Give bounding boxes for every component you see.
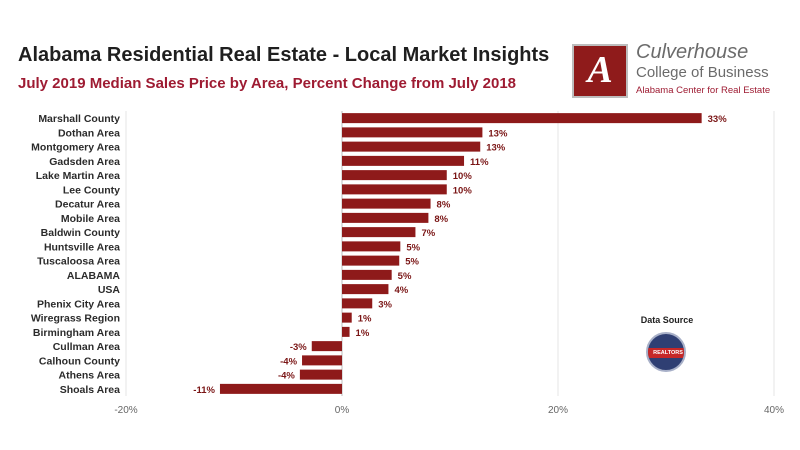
category-label: Phenix City Area — [37, 298, 120, 310]
data-label: 7% — [421, 228, 435, 239]
bar — [342, 269, 392, 280]
category-label: Gadsden Area — [49, 156, 120, 168]
bar — [342, 312, 352, 323]
bar — [219, 383, 342, 394]
realtors-seal-text: REALTORS — [648, 348, 684, 358]
bar — [342, 113, 702, 124]
category-label: Decatur Area — [55, 199, 120, 211]
category-label: Wiregrass Region — [31, 313, 120, 325]
bar — [311, 341, 342, 352]
category-label: Dothan Area — [58, 127, 120, 139]
chart-subtitle: July 2019 Median Sales Price by Area, Pe… — [18, 75, 517, 92]
bar — [342, 255, 400, 266]
data-label: 8% — [437, 200, 451, 211]
data-source-label: Data Source — [640, 315, 694, 325]
x-tick-label: 40% — [764, 405, 784, 416]
data-label: -4% — [278, 371, 295, 382]
category-label: Huntsville Area — [44, 241, 120, 253]
category-label: Calhoun County — [39, 355, 120, 367]
bar — [342, 298, 373, 309]
category-label: Athens Area — [59, 370, 121, 382]
category-label: Shoals Area — [60, 384, 120, 396]
bar — [342, 141, 481, 152]
x-tick-label: 0% — [335, 405, 350, 416]
data-label: 3% — [378, 299, 392, 310]
category-label: Lee County — [63, 184, 120, 196]
category-label: Montgomery Area — [31, 142, 120, 154]
data-label: 13% — [486, 143, 506, 154]
bar — [342, 127, 483, 138]
data-label: 33% — [708, 114, 728, 125]
data-label: -4% — [280, 356, 297, 367]
data-label: 1% — [356, 328, 370, 339]
category-label: Marshall County — [38, 113, 120, 125]
bar — [302, 355, 342, 366]
data-label: 5% — [406, 242, 420, 253]
category-label: USA — [98, 284, 121, 296]
bar — [299, 369, 342, 380]
logo-college-name: Culverhouse — [636, 41, 749, 63]
data-label: 10% — [453, 171, 473, 182]
data-label: -3% — [290, 342, 307, 353]
category-label: Baldwin County — [41, 227, 120, 239]
bar — [342, 170, 447, 181]
data-label: 10% — [453, 185, 473, 196]
category-label: Cullman Area — [53, 341, 120, 353]
logo-center-name: Alabama Center for Real Estate — [636, 85, 771, 96]
category-label: Mobile Area — [61, 213, 120, 225]
bar — [342, 284, 389, 295]
data-label: 4% — [394, 285, 408, 296]
bar — [342, 198, 431, 209]
x-tick-label: -20% — [114, 405, 137, 416]
category-label: ALABAMA — [67, 270, 120, 282]
data-label: 13% — [488, 128, 508, 139]
data-label: -11% — [193, 385, 215, 396]
university-logo: A — [572, 44, 628, 98]
data-label: 5% — [398, 271, 412, 282]
bar — [342, 155, 465, 166]
category-label: Lake Martin Area — [36, 170, 120, 182]
bar — [342, 184, 447, 195]
data-label: 1% — [358, 314, 372, 325]
category-label: Birmingham Area — [33, 327, 120, 339]
data-label: 11% — [470, 157, 489, 168]
logo-college-subtitle: College of Business — [636, 64, 769, 81]
bar — [342, 212, 429, 223]
bar — [342, 326, 350, 337]
bar — [342, 241, 401, 252]
data-label: 8% — [434, 214, 448, 225]
x-tick-label: 20% — [548, 405, 568, 416]
realtors-seal-icon: REALTORS — [646, 332, 686, 372]
data-label: 5% — [405, 257, 419, 268]
bar — [342, 227, 416, 238]
logo-letter: A — [587, 49, 613, 91]
category-label: Tuscaloosa Area — [37, 256, 120, 268]
chart-title: Alabama Residential Real Estate - Local … — [18, 44, 550, 66]
